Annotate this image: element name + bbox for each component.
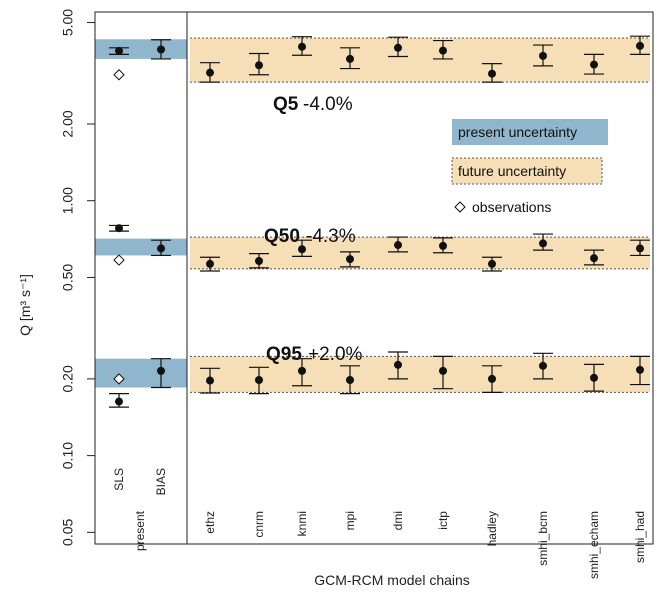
legend-future-swatch xyxy=(451,157,603,185)
q50-ictp-point xyxy=(439,241,447,250)
quantile-change-q95: +2.0% xyxy=(308,344,363,365)
legend-future-label: future uncertainty xyxy=(458,163,566,179)
q5-knmi-point xyxy=(298,42,306,51)
q95-smhi_had-point xyxy=(636,365,644,374)
present-band-q50 xyxy=(95,238,187,256)
q95-knmi-point xyxy=(298,366,306,375)
x-label-present: present xyxy=(133,510,147,551)
y-axis: 5.00 2.00 1.00 0.50 0.20 0.10 0.05 xyxy=(60,9,95,546)
quantile-change-q5: -4.0% xyxy=(303,94,353,115)
plot-frame xyxy=(94,11,654,545)
x-label-ictp: ictp xyxy=(436,511,450,530)
quantile-name-q95: Q95 xyxy=(266,344,302,365)
q50-cnrm-point xyxy=(255,257,263,266)
q50-smhi_echam-point xyxy=(590,254,598,263)
q50-knmi-point xyxy=(298,245,306,254)
legend: present uncertainty future uncertainty obs… xyxy=(451,119,608,215)
q5-ictp-point xyxy=(439,46,447,55)
x-label-ethz: ethz xyxy=(203,511,217,534)
present-band-q95 xyxy=(95,358,187,388)
y-tick-label: 0.10 xyxy=(60,442,76,469)
x-axis-title: GCM-RCM model chains xyxy=(314,572,470,588)
y-axis-title: Q [m³ s⁻¹] xyxy=(17,274,33,336)
q95-bias-point xyxy=(157,366,165,375)
x-label-cnrm: cnrm xyxy=(252,511,266,538)
q50-observation-diamond xyxy=(113,254,125,266)
q50-smhi_bcm-point xyxy=(539,239,547,248)
legend-present-swatch xyxy=(452,119,608,145)
y-tick-label: 1.00 xyxy=(60,187,76,214)
y-tick-label: 0.05 xyxy=(60,518,76,545)
q50-ethz-point xyxy=(206,259,214,268)
q5-dmi-point xyxy=(394,43,402,52)
plot-frame-lines xyxy=(94,11,654,545)
x-label-sls: SLS xyxy=(112,468,126,491)
x-label-smhi_echam: smhi_echam xyxy=(587,511,601,579)
x-label-knmi: knmi xyxy=(295,511,309,536)
q50-bias-point xyxy=(157,244,165,253)
x-label-mpi: mpi xyxy=(343,511,357,530)
q50-smhi_had-point xyxy=(636,244,644,253)
y-tick-label: 5.00 xyxy=(60,9,76,36)
future-band-q95 xyxy=(190,356,650,393)
x-label-hadley: hadley xyxy=(485,511,499,546)
q95-hadley-point xyxy=(488,374,496,383)
q5-cnrm-point xyxy=(255,61,263,70)
quantile-annotations: Q5 -4.0% Q50 -4.3% Q95 +2.0% xyxy=(264,94,363,365)
quantile-name-q5: Q5 xyxy=(273,94,299,115)
y-tick-label: 0.50 xyxy=(60,264,76,291)
quantile-change-q50: -4.3% xyxy=(306,226,356,247)
q5-ethz-point xyxy=(206,68,214,77)
q95-cnrm-point xyxy=(255,375,263,384)
q5-bias-point xyxy=(157,45,165,54)
q95-mpi-point xyxy=(346,375,354,384)
q5-observation-diamond xyxy=(113,69,125,81)
future-band-q50 xyxy=(190,237,650,269)
q50-mpi-point xyxy=(346,255,354,264)
legend-observation-diamond xyxy=(454,201,466,213)
y-tick-label: 0.20 xyxy=(60,365,76,392)
present-band-q5 xyxy=(95,39,187,59)
q95-observation-diamond xyxy=(113,373,125,385)
q50-hadley-point xyxy=(488,259,496,268)
q95-smhi_echam-point xyxy=(590,373,598,382)
x-label-smhi_had: smhi_had xyxy=(633,511,647,563)
q5-sls-point xyxy=(115,46,123,55)
q5-smhi_echam-point xyxy=(590,60,598,69)
uncertainty-bands xyxy=(95,37,650,393)
q95-smhi_bcm-point xyxy=(539,361,547,370)
x-label-smhi_bcm: smhi_bcm xyxy=(536,511,550,566)
q5-smhi_had-point xyxy=(636,41,644,50)
x-category-labels: SLS BIAS present ethz cnrm knmi mpi dmi ictp hadl… xyxy=(112,468,647,579)
q5-smhi_bcm-point xyxy=(539,51,547,60)
q50-dmi-point xyxy=(394,241,402,250)
q50-sls-point xyxy=(115,224,123,233)
q95-dmi-point xyxy=(394,360,402,369)
q95-sls-point xyxy=(115,397,123,406)
legend-present-label: present uncertainty xyxy=(458,124,577,140)
data-marks xyxy=(109,35,650,408)
y-tick-label: 2.00 xyxy=(60,110,76,137)
x-label-dmi: dmi xyxy=(391,511,405,530)
q5-mpi-point xyxy=(346,54,354,63)
q95-ethz-point xyxy=(206,376,214,385)
q5-hadley-point xyxy=(488,69,496,78)
legend-observation-label: observations xyxy=(472,199,551,215)
quantile-name-q50: Q50 xyxy=(264,226,300,247)
q95-ictp-point xyxy=(439,366,447,375)
x-label-bias: BIAS xyxy=(154,468,168,495)
